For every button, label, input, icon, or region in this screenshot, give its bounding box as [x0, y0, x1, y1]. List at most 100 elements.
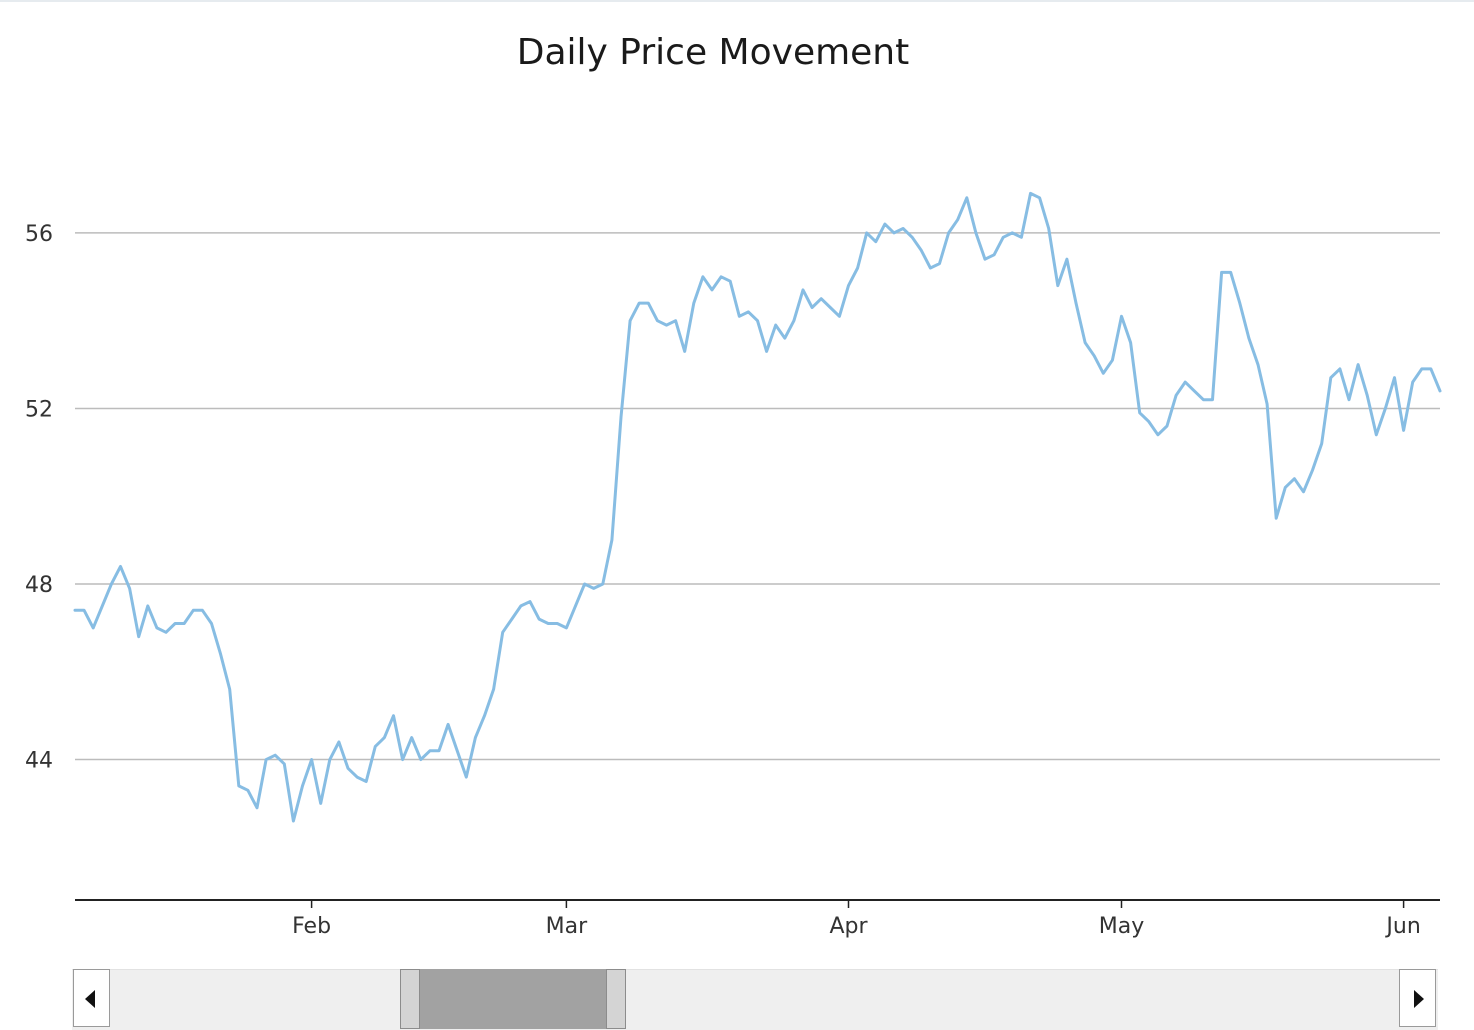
data-point [683, 350, 686, 353]
y-tick-label: 44 [25, 749, 53, 774]
data-point [774, 324, 777, 327]
data-point [192, 609, 195, 612]
data-point [1302, 490, 1305, 493]
data-point [883, 223, 886, 226]
data-point [74, 609, 77, 612]
data-point [1375, 433, 1378, 436]
data-point [1020, 236, 1023, 239]
data-point [292, 820, 295, 823]
data-point [529, 600, 532, 603]
data-point [1202, 398, 1205, 401]
y-tick-label: 52 [25, 397, 53, 422]
data-point [802, 288, 805, 291]
data-point [1129, 341, 1132, 344]
data-point [656, 319, 659, 322]
data-point [1147, 420, 1150, 423]
data-point [465, 776, 468, 779]
data-point [365, 780, 368, 783]
data-point [1338, 367, 1341, 370]
data-point [119, 565, 122, 568]
triangle-left-icon [85, 990, 95, 1008]
data-point [592, 587, 595, 590]
data-point [765, 350, 768, 353]
data-point [183, 622, 186, 625]
data-point [956, 218, 959, 221]
data-point [356, 776, 359, 779]
data-point [1266, 403, 1269, 406]
data-point [829, 306, 832, 309]
data-point [110, 583, 113, 586]
data-point [337, 741, 340, 744]
data-point [938, 262, 941, 265]
data-point [265, 758, 268, 761]
data-point [865, 231, 868, 234]
data-point [1120, 315, 1123, 318]
data-point [665, 324, 668, 327]
data-point [1193, 389, 1196, 392]
range-navigator-left-grip[interactable] [400, 969, 420, 1029]
data-point [620, 416, 623, 419]
data-point [519, 604, 522, 607]
x-tick-label: Jun [1384, 914, 1420, 939]
data-point [383, 736, 386, 739]
x-tick-label: Mar [546, 914, 588, 939]
data-point [256, 806, 259, 809]
data-point [1029, 192, 1032, 195]
data-point [729, 280, 732, 283]
data-point [492, 688, 495, 691]
data-point [1084, 341, 1087, 344]
data-point [219, 653, 222, 656]
data-point [128, 587, 131, 590]
scroll-right-button[interactable] [1399, 969, 1436, 1027]
data-point [1247, 337, 1250, 340]
data-point [1384, 407, 1387, 410]
data-point [856, 267, 859, 270]
data-point [228, 688, 231, 691]
data-point [720, 275, 723, 278]
data-point [929, 267, 932, 270]
range-navigator-track[interactable] [72, 969, 1438, 1030]
data-point [1411, 381, 1414, 384]
data-point [1065, 258, 1068, 261]
data-point [319, 802, 322, 805]
data-point [1220, 271, 1223, 274]
data-point [510, 618, 513, 621]
data-point [574, 604, 577, 607]
data-point [438, 749, 441, 752]
triangle-right-icon [1414, 990, 1424, 1008]
data-point [984, 258, 987, 261]
data-point [820, 297, 823, 300]
scroll-left-button[interactable] [73, 969, 110, 1027]
data-point [237, 784, 240, 787]
data-point [310, 758, 313, 761]
data-point [83, 609, 86, 612]
data-point [1402, 429, 1405, 432]
data-point [92, 626, 95, 629]
data-point [1366, 394, 1369, 397]
x-tick-label: May [1099, 914, 1144, 939]
data-point [711, 288, 714, 291]
range-navigator-right-grip[interactable] [606, 969, 626, 1029]
data-point [1038, 196, 1041, 199]
data-point [155, 626, 158, 629]
data-point [811, 306, 814, 309]
data-point [1257, 363, 1260, 366]
y-tick-label: 48 [25, 573, 53, 598]
data-point [428, 749, 431, 752]
data-point [165, 631, 168, 634]
x-tick-label: Feb [292, 914, 331, 939]
data-point [419, 758, 422, 761]
chart-plot: 44 48 52 56 Feb Mar Apr May Jun [25, 191, 1442, 939]
data-point [374, 745, 377, 748]
data-point [210, 622, 213, 625]
data-point [893, 231, 896, 234]
data-point [1320, 442, 1323, 445]
data-point [447, 723, 450, 726]
data-point [629, 319, 632, 322]
data-point [274, 754, 277, 757]
data-point [974, 231, 977, 234]
data-point [1329, 376, 1332, 379]
data-point [328, 758, 331, 761]
range-navigator-thumb[interactable] [400, 969, 626, 1029]
data-point [1002, 236, 1005, 239]
